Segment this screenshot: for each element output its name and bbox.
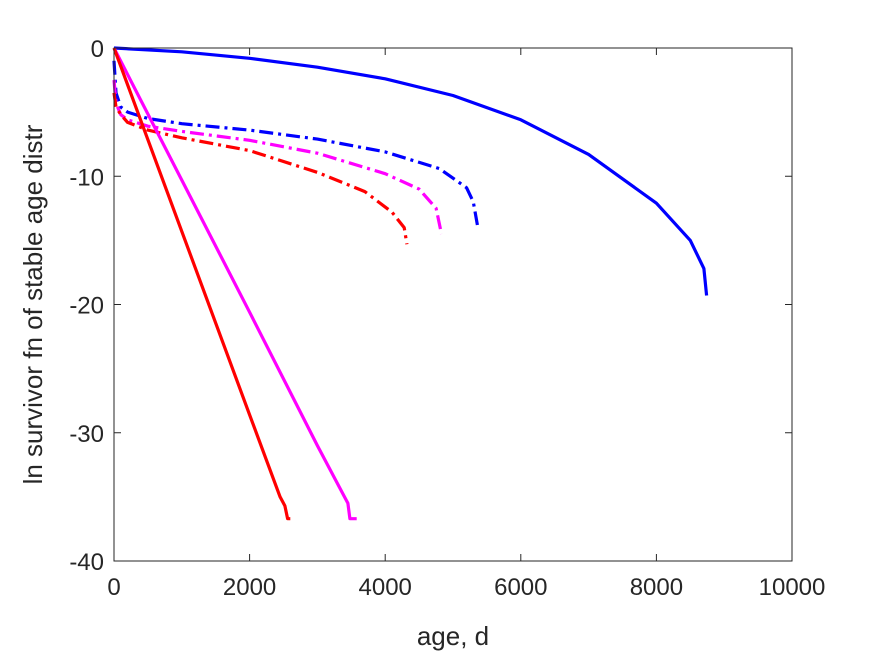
series-line-6 <box>112 47 291 521</box>
x-tick-label: 0 <box>107 574 120 601</box>
y-axis-label: ln survivor fn of stable age distr <box>18 124 48 484</box>
x-tick-label: 2000 <box>223 574 276 601</box>
series-line-4 <box>112 92 409 245</box>
y-tick-label: -40 <box>69 549 104 576</box>
x-axis: 0 2000 4000 6000 8000 10000 <box>107 48 825 601</box>
x-axis-label: age, d <box>417 621 489 651</box>
y-axis: -40 -30 -20 -10 0 <box>69 36 792 576</box>
series-line-1 <box>113 46 709 296</box>
x-tick-label: 4000 <box>359 574 412 601</box>
y-tick-label: -30 <box>69 421 104 448</box>
x-tick-label: 10000 <box>759 574 826 601</box>
y-tick-label: -20 <box>69 293 104 320</box>
x-tick-label: 6000 <box>494 574 547 601</box>
x-tick-label: 8000 <box>630 574 683 601</box>
series-line-5 <box>112 47 357 521</box>
y-tick-label: 0 <box>91 36 104 63</box>
series-line-2 <box>112 60 479 226</box>
y-tick-label: -10 <box>69 164 104 191</box>
series-layer <box>112 46 709 521</box>
plot-area <box>114 48 792 561</box>
